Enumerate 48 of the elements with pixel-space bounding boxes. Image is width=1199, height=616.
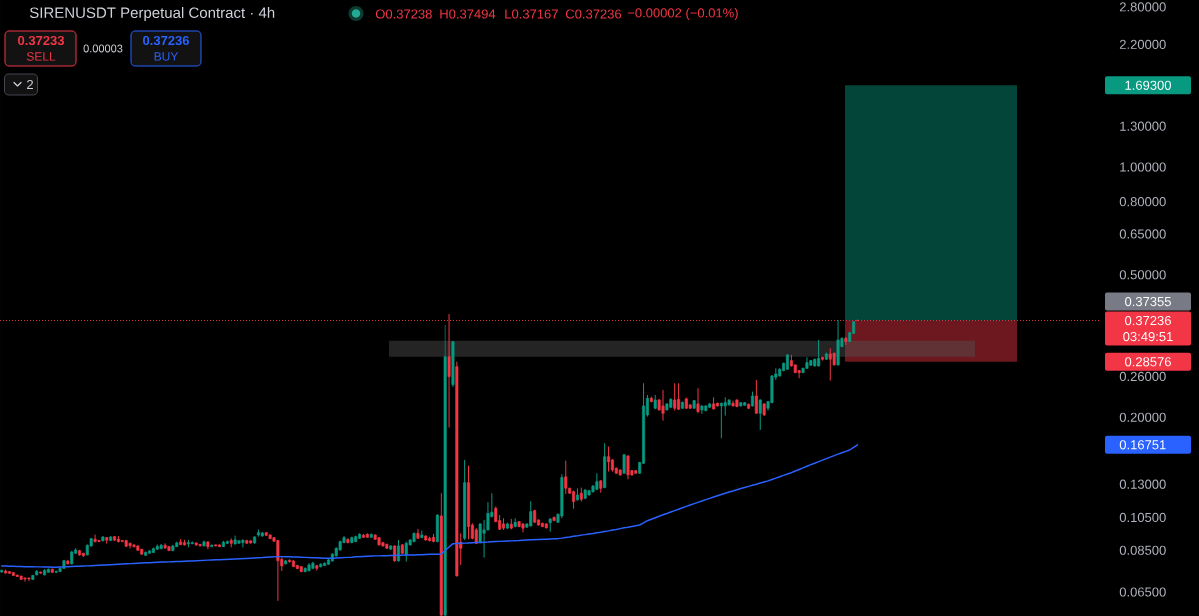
candlestick bbox=[696, 387, 700, 414]
text: 03:49:51 bbox=[1123, 331, 1173, 342]
y-tick-label: 0.16751 bbox=[1119, 440, 1166, 450]
y-tick-label: 2.80000 bbox=[1119, 2, 1166, 12]
annotation: 0.00003 bbox=[83, 44, 123, 53]
candlestick bbox=[758, 398, 762, 431]
y-tick-label: 0.80000 bbox=[1119, 197, 1166, 207]
text: 1.69300 bbox=[1125, 80, 1171, 90]
y-tick-label: 0.50000 bbox=[1119, 270, 1166, 280]
candlestick bbox=[404, 541, 408, 563]
y-tick-label: 0.10500 bbox=[1119, 512, 1166, 523]
y-tick-label: 0.08500 bbox=[1119, 545, 1166, 555]
annotation: 0.37236 bbox=[143, 35, 190, 46]
annotation: O0.37238 bbox=[375, 9, 432, 19]
candlestick bbox=[719, 402, 723, 439]
text: 0.37355 bbox=[1125, 296, 1171, 307]
text: 0.28576 bbox=[1125, 357, 1171, 367]
candlestick bbox=[626, 454, 630, 480]
annotation: 0.37233 bbox=[18, 35, 65, 46]
annotation: C0.37236 bbox=[565, 9, 622, 19]
candlestick bbox=[622, 453, 626, 475]
y-tick-label: 0.13000 bbox=[1119, 479, 1166, 489]
candlestick bbox=[595, 472, 599, 491]
candlestick bbox=[276, 539, 280, 602]
y-tick-label: 2.20000 bbox=[1119, 39, 1166, 49]
candlestick bbox=[564, 460, 568, 495]
y-tick-label: 0.20000 bbox=[1119, 412, 1166, 422]
annotation: 2 bbox=[27, 79, 33, 90]
candlestick bbox=[828, 347, 832, 382]
annotation: BUY bbox=[154, 52, 179, 61]
candlestick bbox=[723, 396, 727, 417]
annotation: H0.37494 bbox=[440, 9, 496, 19]
candlestick bbox=[673, 382, 677, 412]
y-tick-label: 0.65000 bbox=[1119, 229, 1166, 239]
y-tick-label: 0.26000 bbox=[1119, 371, 1166, 382]
candlestick bbox=[661, 389, 665, 422]
chart-title: SIRENUSDT Perpetual Contract · 4h bbox=[29, 6, 275, 21]
annotation: −0.00002 (−0.01%) bbox=[627, 7, 738, 21]
ref-line-label: 0.37236 bbox=[1125, 315, 1171, 326]
y-tick-label: 1.30000 bbox=[1120, 121, 1166, 131]
candlestick bbox=[93, 534, 97, 544]
candlestick bbox=[23, 576, 27, 583]
candlestick bbox=[529, 500, 533, 528]
annotation: L0.37167 bbox=[505, 9, 558, 19]
candlestick bbox=[241, 539, 245, 548]
annotation: SELL bbox=[26, 52, 56, 61]
y-tick-label: 1.00000 bbox=[1120, 162, 1166, 172]
y-tick-label: 0.06500 bbox=[1119, 587, 1166, 597]
